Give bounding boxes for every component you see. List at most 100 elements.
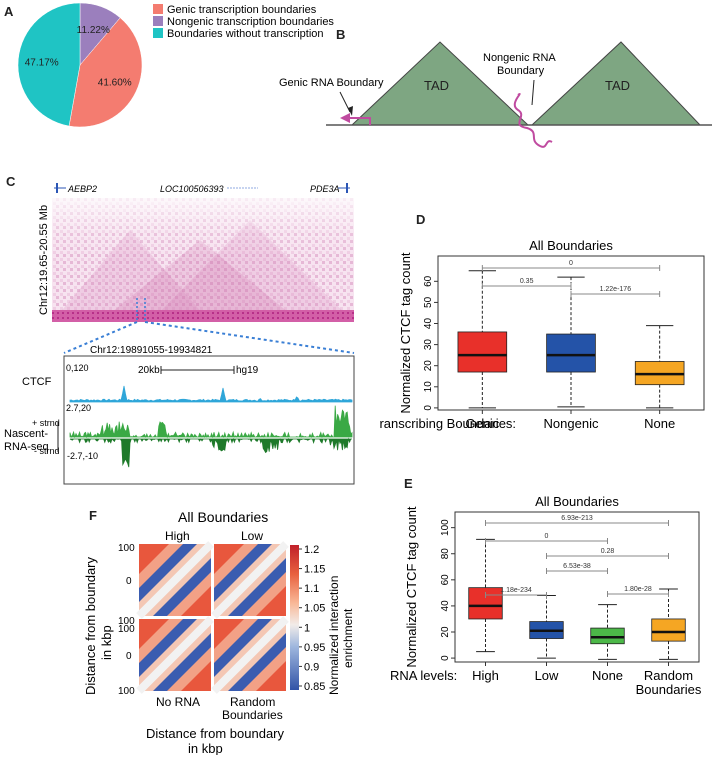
pie-slice-none <box>17 2 81 127</box>
pie-label-nongenic: 11.22% <box>77 25 110 36</box>
map-label-high: High <box>165 529 190 543</box>
colorbar-tick-label: 1.05 <box>304 603 325 615</box>
y-tick-label: 50 <box>423 296 434 308</box>
legend-swatch-none <box>153 28 163 38</box>
pie-slice-genic <box>68 17 143 128</box>
x-tick-label-high: High <box>472 668 499 683</box>
nongenic-rna-squiggle <box>513 92 553 148</box>
minus-strand-label: - strnd <box>34 446 60 456</box>
genic-boundary-label: Genic RNA Boundary <box>279 77 384 89</box>
x-tick-label-extra: Boundaries <box>636 682 702 697</box>
y-tick-label: 0 <box>423 405 434 411</box>
y-tick-label: 30 <box>423 339 434 351</box>
colorbar-tick-label: 1 <box>304 622 310 634</box>
genome-build-label: hg19 <box>236 365 259 376</box>
hic-domain-right <box>150 220 354 322</box>
plot-frame <box>454 511 700 663</box>
colorbar-tick-label: 1.1 <box>304 583 319 595</box>
y-tick-label: 100 <box>440 519 451 536</box>
map-label-no-rna: No RNA <box>156 695 200 709</box>
zoom-region-label: Chr12:19891055-19934821 <box>90 345 213 356</box>
comparison-pvalue: 0.28 <box>601 548 615 555</box>
ytick-top-100: 100 <box>118 543 135 554</box>
zoom-connector-right <box>144 321 355 354</box>
gene-label-loc: LOC100506393 <box>160 184 224 194</box>
plot-title: All Boundaries <box>529 238 613 253</box>
heatmap-no-rna <box>139 619 211 691</box>
pie-label-genic: 41.60% <box>98 77 132 88</box>
pie-label-none: 47.17% <box>25 58 59 69</box>
comparison-pvalue: 0 <box>569 260 573 267</box>
plot-title: All Boundaries <box>535 494 619 509</box>
legend-label-none: Boundaries without transcription <box>167 28 324 40</box>
y-tick-label: 10 <box>423 381 434 393</box>
panel-label-b: B <box>336 27 346 42</box>
ctcf-range: 0,120 <box>66 363 89 373</box>
colorbar-tick-label: 1.2 <box>304 544 319 556</box>
heatmap-random <box>214 619 286 691</box>
panel-f-xlabel-1: Distance from boundary <box>146 726 285 741</box>
genome-browser-c: AEBP2 LOC100506393 PDE3A Chr12:19.65-20.… <box>4 183 355 485</box>
x-tick-label-nongenic: Nongenic <box>544 416 599 431</box>
panel-label-d: D <box>416 212 426 227</box>
comparison-pvalue: 1.22e-176 <box>600 286 632 293</box>
scale-bar-label: 20kb <box>138 365 160 376</box>
gene-exon-aebp2 <box>56 183 58 193</box>
zoom-connector-left <box>63 321 138 354</box>
x-tick-label-low: Low <box>535 668 559 683</box>
tad-label-right: TAD <box>605 78 630 93</box>
y-axis-label: Normalized CTCF tag count <box>398 252 413 413</box>
map-label-boundaries: Boundaries <box>222 708 283 722</box>
x-tick-label-genic: Genic <box>465 416 499 431</box>
ctcf-signal-track <box>69 385 353 403</box>
box-random <box>651 618 686 642</box>
comparison-pvalue: 0 <box>545 533 549 540</box>
genic-pointer-arrowhead <box>348 106 353 116</box>
y-tick-label: 60 <box>440 574 451 586</box>
hic-domain-center <box>100 240 300 322</box>
nascent-label-2: RNA-seq <box>4 441 49 453</box>
plus-strand-label: + strnd <box>32 418 60 428</box>
y-tick-label: 80 <box>440 548 451 560</box>
y-axis-label: Normalized CTCF tag count <box>404 506 419 667</box>
box-none <box>590 627 625 645</box>
genic-transcript-arrow <box>348 117 371 125</box>
box-genic <box>457 331 508 373</box>
panel-f-ylabel-1: Distance from boundary <box>83 556 98 695</box>
pie-chart-a: 11.22% 41.60% 47.17% Genic transcription b… <box>17 2 334 128</box>
colorbar-tick-label: 1.15 <box>304 564 325 576</box>
colorbar-label-1: Normalized interaction <box>327 576 341 695</box>
plus-strand-signal <box>69 405 353 439</box>
ctcf-track-label: CTCF <box>22 376 52 388</box>
colorbar-label-2: enrichment <box>341 608 355 668</box>
comparison-pvalue: 6.53e-38 <box>563 563 591 570</box>
y-tick-label: 20 <box>423 360 434 372</box>
panel-label-a: A <box>4 4 14 19</box>
panel-label-e: E <box>404 476 413 491</box>
plus-strand-range: 2.7,20 <box>66 403 91 413</box>
box-nongenic <box>546 333 596 373</box>
comparison-pvalue: 6.93e-213 <box>561 515 593 522</box>
comparison-pvalue: 1.18e-234 <box>500 587 532 594</box>
panel-f-xlabel-2: in kbp <box>188 741 223 755</box>
legend-swatch-genic <box>153 4 163 14</box>
colorbar-tick-label: 0.9 <box>304 661 319 673</box>
map-label-random: Random <box>230 695 275 709</box>
colorbar-tick-label: 0.95 <box>304 642 325 654</box>
genic-transcript-arrowhead <box>340 113 350 123</box>
x-tick-label-none: None <box>592 668 623 683</box>
hic-domain-left <box>52 230 210 322</box>
ytick-bottom-100: 100 <box>118 686 135 697</box>
gene-label-aebp2: AEBP2 <box>67 184 97 194</box>
boxplot-e: All Boundaries Normalized CTCF tag count 0… <box>390 494 702 697</box>
y-tick-label: 20 <box>440 626 451 638</box>
nongenic-boundary-label-1: Nongenic RNA <box>483 52 556 64</box>
y-tick-label: 40 <box>423 318 434 330</box>
nongenic-pointer-line <box>531 79 535 106</box>
legend-label-nongenic: Nongenic transcription boundaries <box>167 16 334 28</box>
nongenic-boundary-label-2: Boundary <box>497 65 545 77</box>
y-tick-label: 0 <box>440 655 451 661</box>
gene-label-pde3a: PDE3A <box>310 184 340 194</box>
minus-strand-signal <box>69 437 352 468</box>
panel-label-f: F <box>89 508 97 523</box>
